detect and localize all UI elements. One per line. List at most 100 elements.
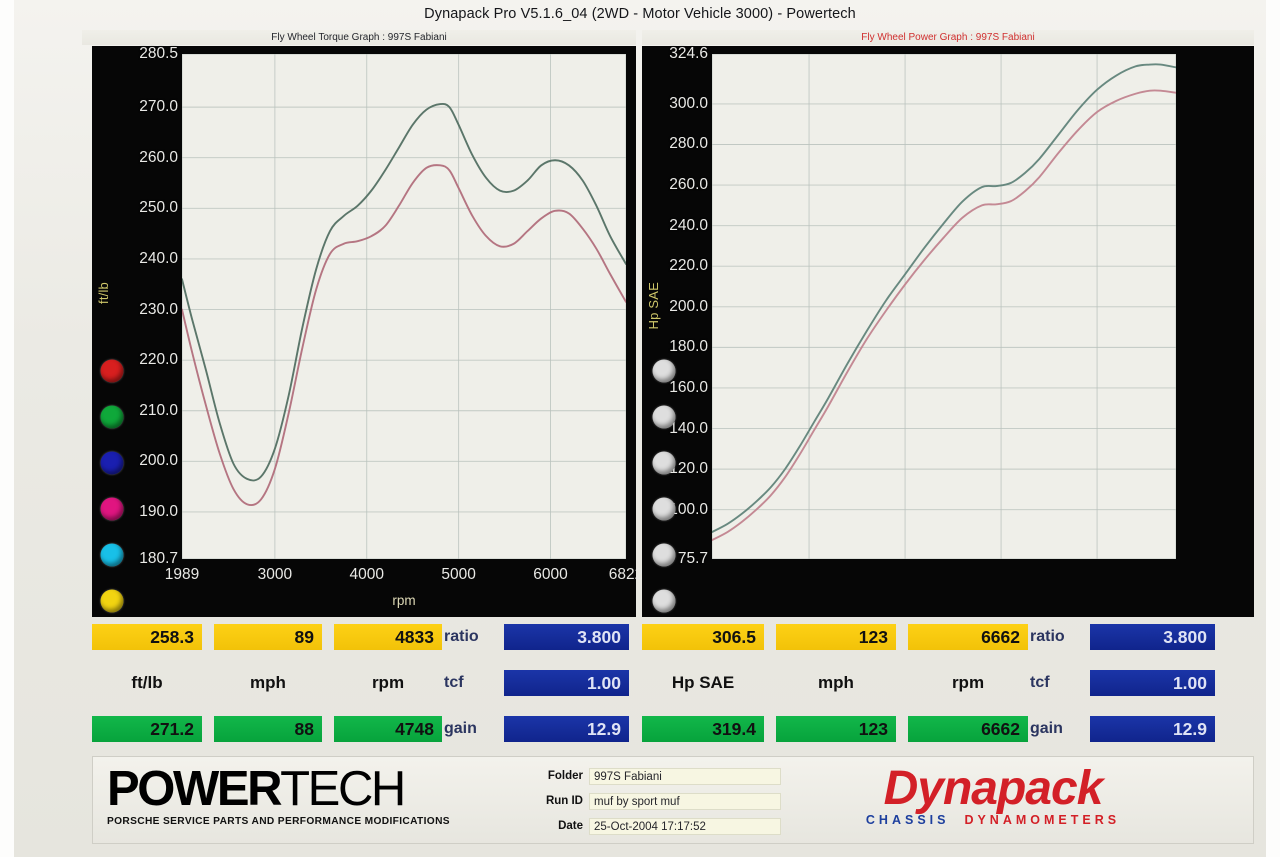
- date-value[interactable]: 25-Oct-2004 17:17:52: [589, 817, 781, 835]
- readout-side-label: ratio: [1030, 628, 1065, 645]
- readout-value-yellow: 123: [776, 624, 896, 650]
- folder-label: Folder: [547, 770, 583, 782]
- legend-color-dot[interactable]: [100, 543, 124, 567]
- window-title-bar: Dynapack Pro V5.1.6_04 (2WD - Motor Vehi…: [14, 0, 1266, 28]
- date-row: Date 25-Oct-2004 17:17:52: [531, 815, 781, 837]
- powertech-wordmark: POWERTECH: [107, 763, 527, 815]
- legend-color-dot[interactable]: [652, 405, 676, 429]
- runid-label: Run ID: [545, 795, 583, 807]
- runid-row: Run ID muf by sport muf: [531, 790, 781, 812]
- y-tick-label: 100.0: [669, 500, 708, 518]
- y-tick-label: 120.0: [669, 460, 708, 478]
- x-tick-label: 1989: [164, 566, 200, 583]
- readout-value-blue: 1.00: [504, 670, 629, 696]
- date-label: Date: [558, 820, 583, 832]
- readout-side-label: tcf: [444, 674, 464, 691]
- y-tick-label: 240.0: [669, 216, 708, 234]
- readout-side-label: tcf: [1030, 674, 1050, 691]
- x-tick-label: 3000: [257, 566, 293, 583]
- readout-unit-label: mph: [250, 673, 286, 692]
- torque-y-axis: 180.7 190.0 200.0 210.0 220.0 230.0 240.0 250.0…: [92, 45, 178, 617]
- y-axis-title: Hp SAE: [646, 282, 661, 330]
- powertech-word-bold: POWER: [107, 762, 283, 816]
- readout-value-blue: 1.00: [1090, 670, 1215, 696]
- power-graph-header-label: Fly Wheel Power Graph : 997S Fabiani: [861, 32, 1035, 43]
- legend-color-dot[interactable]: [652, 543, 676, 567]
- power-y-axis: 75.7 100.0 120.0 140.0 160.0 180.0 200.0 220.0 2…: [642, 45, 708, 617]
- dynapack-sub-left: CHASSIS: [865, 813, 950, 827]
- report-footer: POWERTECH PORSCHE SERVICE PARTS AND PERF…: [92, 756, 1254, 844]
- x-axis-title: rpm: [392, 593, 416, 608]
- y-tick-label: 260.0: [139, 148, 178, 166]
- readout-side-label: ratio: [444, 628, 479, 645]
- dynapack-wordmark: Dynapack: [793, 763, 1193, 815]
- x-tick-label: 5000: [441, 566, 476, 583]
- y-tick-label: 190.0: [139, 502, 178, 520]
- runid-value[interactable]: muf by sport muf: [589, 792, 781, 810]
- y-axis-title: ft/lb: [96, 282, 111, 304]
- folder-value[interactable]: 997S Fabiani: [589, 767, 781, 785]
- readout-value-blue: 12.9: [504, 716, 629, 742]
- powertech-tagline: PORSCHE SERVICE PARTS AND PERFORMANCE MO…: [107, 816, 450, 827]
- readout-unit-label: mph: [818, 673, 854, 692]
- dynapack-sub-right: DYNAMOMETERS: [964, 813, 1121, 827]
- y-tick-label: 180.7: [139, 550, 178, 567]
- y-tick-label: 324.6: [669, 45, 708, 62]
- y-tick-label: 260.0: [669, 176, 708, 194]
- powertech-logo: POWERTECH PORSCHE SERVICE PARTS AND PERF…: [107, 763, 527, 827]
- y-tick-label: 200.0: [669, 297, 708, 315]
- legend-color-dot[interactable]: [652, 589, 676, 613]
- readout-value-green: 319.4: [642, 716, 764, 742]
- readout-unit-label: rpm: [951, 673, 985, 692]
- power-chart-svg: [712, 54, 1176, 559]
- readout-value-yellow: 89: [214, 624, 322, 650]
- torque-chart-svg: [182, 54, 626, 559]
- y-tick-label: 180.0: [669, 338, 708, 356]
- legend-color-dot[interactable]: [100, 497, 124, 521]
- legend-color-dot[interactable]: [652, 451, 676, 475]
- dynapack-tagline: CHASSIS DYNAMOMETERS: [793, 813, 1193, 827]
- readout-unit-label: Hp SAE: [671, 673, 735, 692]
- legend-color-dot[interactable]: [100, 405, 124, 429]
- power-graph-header: Fly Wheel Power Graph : 997S Fabiani: [642, 30, 1254, 45]
- x-tick-label: 6000: [533, 566, 568, 583]
- readout-value-blue: 12.9: [1090, 716, 1215, 742]
- legend-color-dot[interactable]: [652, 497, 676, 521]
- legend-color-dot[interactable]: [100, 451, 124, 475]
- readout-value-yellow: 258.3: [92, 624, 202, 650]
- y-tick-label: 160.0: [669, 378, 708, 396]
- x-tick-label: 4000: [349, 566, 384, 583]
- readout-side-label: gain: [1030, 720, 1063, 737]
- y-tick-label: 75.7: [677, 550, 708, 567]
- power-readout-table: 306.5 123 6662 Hp SAE mph rpm 319.4 123 6662 rati…: [642, 624, 1254, 742]
- y-tick-label: 210.0: [139, 401, 178, 419]
- readout-value-blue: 3.800: [1090, 624, 1215, 650]
- x-tick-label: 6822: [608, 566, 644, 583]
- readout-value-blue: 3.800: [504, 624, 629, 650]
- torque-graph-header-label: Fly Wheel Torque Graph : 997S Fabiani: [271, 32, 447, 43]
- readout-side-label: gain: [444, 720, 477, 737]
- readout-value-yellow: 6662: [908, 624, 1028, 650]
- y-tick-label: 140.0: [669, 419, 708, 437]
- report-sheet: Dynapack Pro V5.1.6_04 (2WD - Motor Vehi…: [14, 0, 1266, 857]
- y-tick-label: 250.0: [139, 199, 178, 217]
- y-tick-label: 230.0: [139, 300, 178, 318]
- y-tick-label: 200.0: [139, 452, 178, 470]
- legend-color-dot[interactable]: [652, 359, 676, 383]
- readout-value-green: 123: [776, 716, 896, 742]
- legend-color-dot[interactable]: [100, 359, 124, 383]
- torque-graph-header: Fly Wheel Torque Graph : 997S Fabiani: [82, 30, 636, 45]
- y-tick-label: 280.5: [139, 45, 178, 62]
- folder-row: Folder 997S Fabiani: [531, 765, 781, 787]
- y-tick-label: 270.0: [139, 98, 178, 116]
- window-title: Dynapack Pro V5.1.6_04 (2WD - Motor Vehi…: [424, 6, 856, 22]
- y-tick-label: 220.0: [139, 351, 178, 369]
- power-plot-area: [712, 54, 1176, 559]
- run-info-block: Folder 997S Fabiani Run ID muf by sport …: [531, 765, 781, 840]
- legend-color-dot[interactable]: [100, 589, 124, 613]
- readout-unit-label: ft/lb: [131, 673, 163, 692]
- torque-readout-table: 258.3 89 4833 ft/lb mph rpm 271.2 88 4748 ratio 3.…: [92, 624, 638, 742]
- y-tick-label: 280.0: [669, 135, 708, 153]
- y-tick-label: 220.0: [669, 257, 708, 275]
